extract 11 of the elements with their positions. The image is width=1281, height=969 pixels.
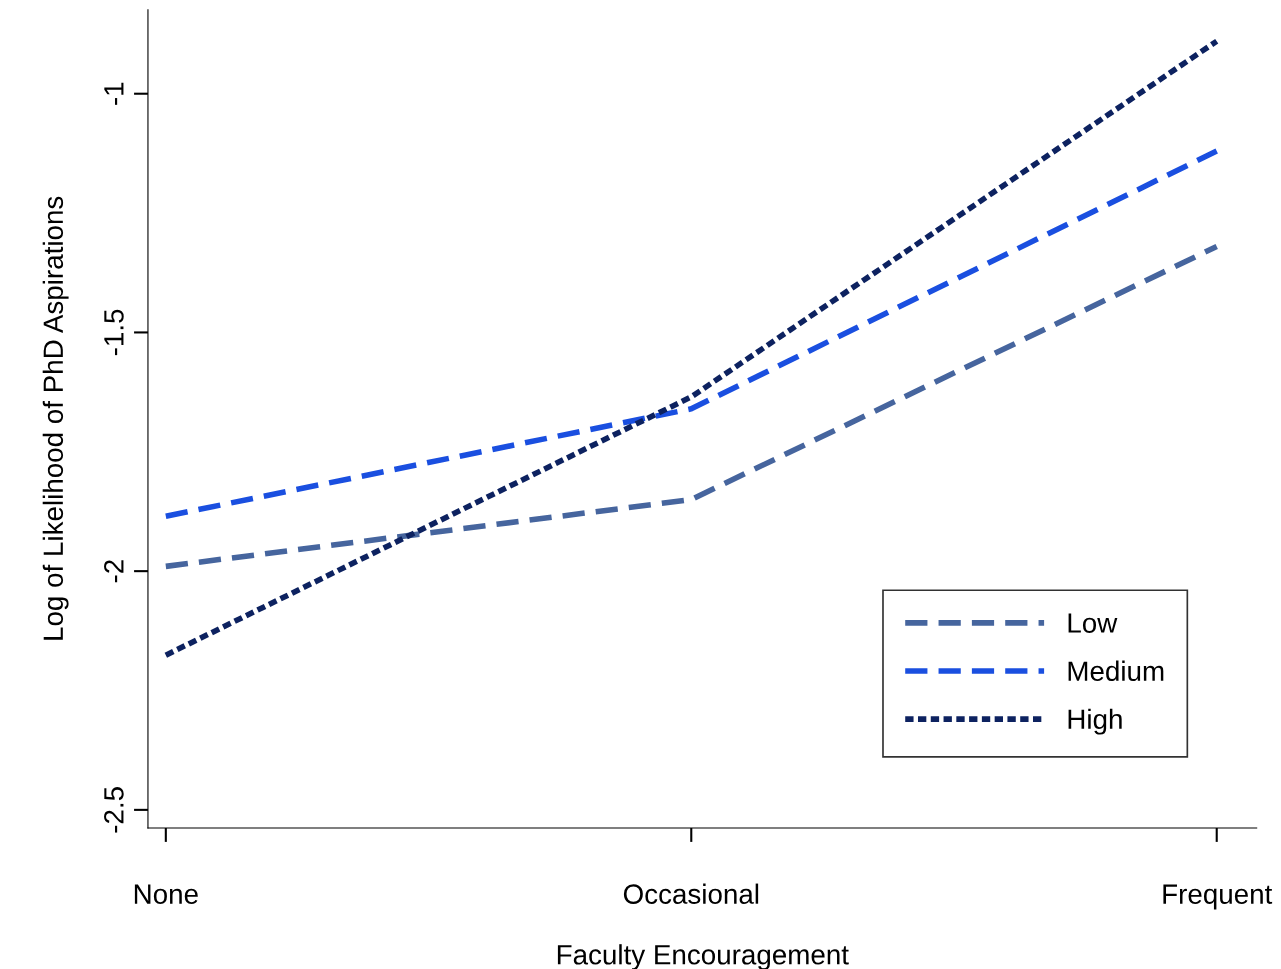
y-axis-title: Log of Likelihood of PhD Aspirations — [42, 196, 69, 640]
legend-label: Low — [1068, 613, 1118, 633]
legend-label: Medium — [1068, 660, 1164, 682]
x-tick-label: Occasional — [623, 883, 759, 904]
y-tick-label: -2.5 — [104, 787, 124, 833]
y-tick-label: -1 — [104, 82, 124, 105]
y-tick-label: -2 — [104, 560, 124, 583]
x-tick-label: Frequent — [1163, 884, 1273, 910]
y-tick-label: -1.5 — [104, 309, 124, 356]
legend-label: High — [1068, 708, 1122, 735]
x-tick-label: None — [134, 884, 198, 904]
